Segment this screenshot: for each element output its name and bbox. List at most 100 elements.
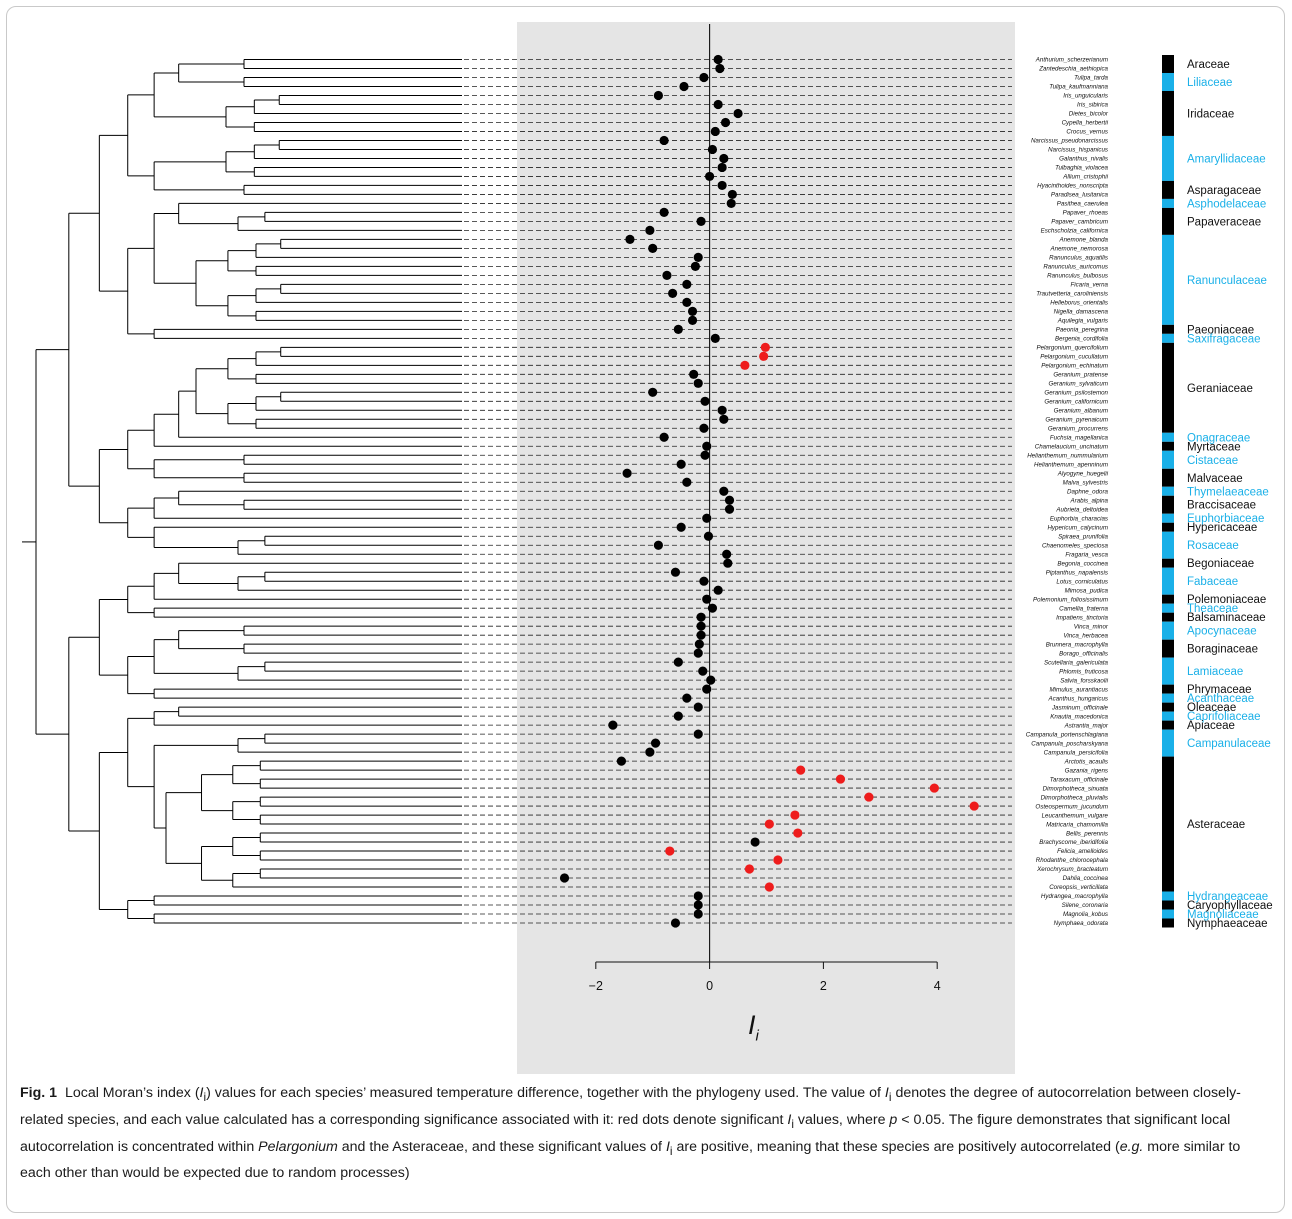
family-bar [1162, 622, 1174, 640]
species-label: Euphorbia_characias [1050, 515, 1108, 522]
data-point [682, 280, 691, 289]
species-label: Aubrieta_deltoidea [1055, 506, 1108, 513]
data-point [617, 756, 626, 765]
data-point [718, 181, 727, 190]
species-label: Daphne_odora [1067, 488, 1108, 495]
family-bar [1162, 919, 1174, 928]
data-point [728, 190, 737, 199]
species-label: Ranunculus_aquatilis [1049, 255, 1108, 262]
significant-point [759, 352, 768, 361]
data-point [668, 289, 677, 298]
species-label: Helianthemum_apenninum [1034, 461, 1108, 468]
species-label: Geranium_pyrenaicum [1045, 416, 1108, 423]
data-point [723, 559, 732, 568]
family-label: Geraniaceae [1187, 383, 1253, 395]
family-bar [1162, 514, 1174, 523]
data-point [659, 433, 668, 442]
family-bar [1162, 343, 1174, 433]
data-point [706, 676, 715, 685]
species-label: Dimorphotheca_sinuata [1043, 785, 1109, 792]
family-label: Ranunculaceae [1187, 275, 1267, 287]
family-bar [1162, 469, 1174, 487]
significant-point [930, 783, 939, 792]
species-label: Taraxacum_officinale [1050, 776, 1109, 783]
data-point [694, 730, 703, 739]
species-label: Allium_cristophii [1062, 174, 1108, 181]
data-point [714, 586, 723, 595]
species-label: Tulipa_kaufmanniana [1049, 84, 1108, 91]
species-label: Geranium_procurrens [1048, 425, 1108, 432]
family-label: Asparagaceae [1187, 185, 1261, 197]
family-bar [1162, 532, 1174, 559]
species-label: Rhodanthe_chlorocephala [1036, 857, 1109, 864]
species-label: Campanula_portenschlagiana [1026, 731, 1109, 738]
family-bar [1162, 433, 1174, 442]
species-label: Silene_coronaria [1062, 902, 1109, 909]
data-point [702, 442, 711, 451]
data-point [694, 703, 703, 712]
family-label: Rosaceae [1187, 540, 1239, 552]
data-point [702, 685, 711, 694]
x-axis-title: Ii [748, 1010, 798, 1044]
x-tick-label: 0 [706, 979, 713, 993]
family-bar [1162, 325, 1174, 334]
family-bar [1162, 568, 1174, 595]
family-label: Campanulaceae [1187, 738, 1271, 750]
species-label: Narcissus_pseudonarcissus [1031, 138, 1108, 145]
species-label: Geranium_sylvaticum [1049, 381, 1109, 388]
figure-plot: −2 0 2 4 Anthurium_scherzerianumZantedeschi… [0, 0, 1292, 1075]
family-label: Apocynaceae [1187, 626, 1257, 638]
data-point [714, 55, 723, 64]
data-point [694, 379, 703, 388]
data-point [696, 217, 705, 226]
family-bar [1162, 604, 1174, 613]
data-point [654, 541, 663, 550]
data-point [694, 649, 703, 658]
data-point [694, 909, 703, 918]
significant-point [745, 864, 754, 873]
species-label: Bergenia_cordifolia [1055, 336, 1109, 343]
family-bar [1162, 559, 1174, 568]
data-point [682, 694, 691, 703]
significant-point [836, 774, 845, 783]
data-point [699, 73, 708, 82]
species-label: Leucanthemum_vulgare [1042, 812, 1109, 819]
species-label: Lotus_corniculatus [1056, 578, 1108, 585]
species-label: Vinca_herbacea [1063, 632, 1108, 639]
figure-caption: Fig. 1 Local Moran’s index (Ii) values f… [20, 1082, 1270, 1185]
family-bar [1162, 208, 1174, 235]
x-tick-label: 2 [820, 979, 827, 993]
data-point [674, 325, 683, 334]
significant-point [773, 855, 782, 864]
family-bar [1162, 640, 1174, 658]
species-label: Dahlia_coccinea [1063, 875, 1109, 882]
data-point [688, 307, 697, 316]
species-label: Jasminum_officinale [1051, 704, 1109, 711]
species-label: Mimosa_pudica [1065, 587, 1109, 594]
species-label: Brachyscome_iberidifolia [1039, 839, 1108, 846]
species-label: Spiraea_prunifolia [1058, 533, 1108, 540]
data-point [696, 613, 705, 622]
species-label: Hypericum_calycinum [1047, 524, 1108, 531]
family-label: Cistaceae [1187, 455, 1238, 467]
family-bar [1162, 91, 1174, 136]
species-label: Anemone_blanda [1058, 237, 1108, 244]
data-point [682, 478, 691, 487]
data-point [700, 397, 709, 406]
data-point [645, 226, 654, 235]
species-label: Matricaria_chamomilla [1046, 821, 1108, 828]
species-label: Pelargonium_quercifolium [1036, 345, 1108, 352]
data-point [718, 406, 727, 415]
significant-point [765, 882, 774, 891]
species-label: Vinca_minor [1074, 623, 1109, 630]
species-label: Magnolia_kobus [1063, 911, 1108, 918]
data-point [682, 298, 691, 307]
data-point [711, 334, 720, 343]
figure-number: Fig. 1 [20, 1085, 57, 1101]
species-label: Pelargonium_cucullatum [1040, 354, 1108, 361]
species-label: Camellia_fraterna [1059, 605, 1108, 612]
species-label: Fuchsia_magellanica [1050, 434, 1109, 441]
species-label: Hydrangea_macrophylla [1041, 893, 1109, 900]
family-bar [1162, 451, 1174, 469]
data-point [654, 91, 663, 100]
